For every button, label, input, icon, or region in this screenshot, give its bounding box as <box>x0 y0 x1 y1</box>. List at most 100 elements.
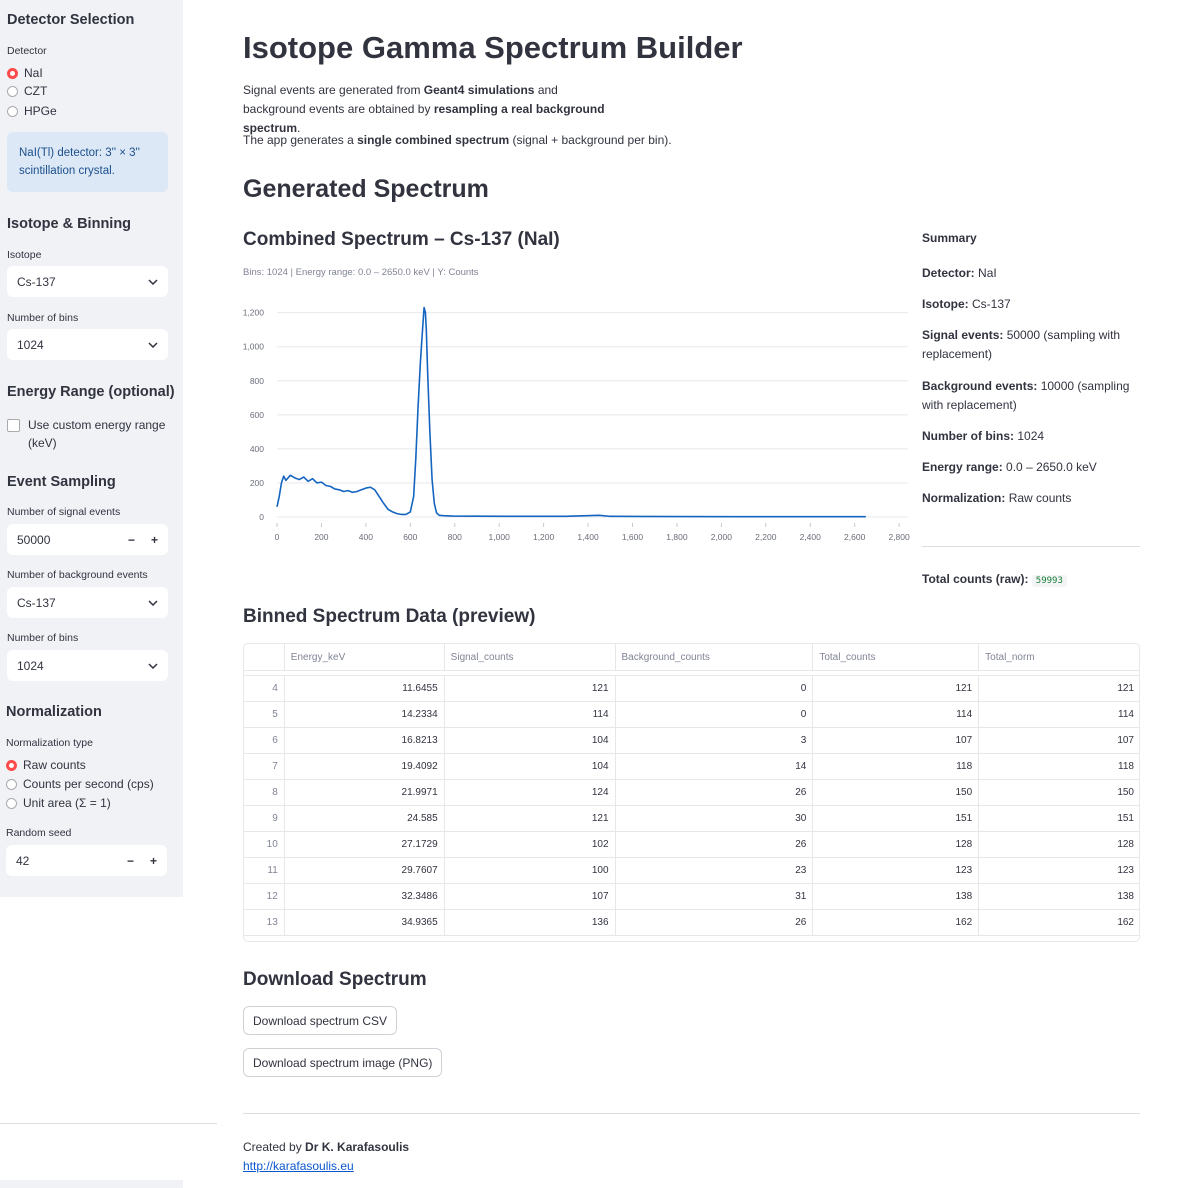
radio[interactable]: Unit area (Σ = 1) <box>6 796 111 810</box>
divider <box>243 1113 1140 1114</box>
radio[interactable]: CZT <box>7 84 47 98</box>
radio[interactable]: Counts per second (cps) <box>6 777 154 791</box>
data-row: 13 34.9365 136 26 162 162 <box>244 909 1139 936</box>
download-button[interactable]: Download spectrum image (PNG) <box>243 1048 443 1077</box>
cell: 118 <box>812 753 980 780</box>
header-cell: Signal_counts <box>444 644 616 671</box>
cell: 19.4092 <box>284 753 445 780</box>
intro: Signal events are generated from Geant4 … <box>243 81 663 138</box>
radio-dot <box>7 67 18 79</box>
summary-item: Signal events: 50000 (sampling with repl… <box>922 326 1140 364</box>
text: Signal events are generated from <box>243 83 424 97</box>
page-title: Isotope Gamma Spectrum Builder <box>243 30 743 65</box>
label: Number of signal events <box>7 506 121 518</box>
header-cell: Energy_keV <box>284 644 445 671</box>
text: (signal + background per bin). <box>509 133 672 147</box>
header-cell <box>244 644 285 671</box>
section-title: Energy Range (optional) <box>7 384 175 400</box>
label: Random seed <box>6 827 72 839</box>
select[interactable]: 1024 <box>7 650 168 681</box>
select-value: Cs-137 <box>17 595 56 610</box>
cell: 118 <box>978 753 1139 780</box>
input-value: 42 <box>16 853 30 868</box>
header-cell: Total_norm <box>978 644 1139 671</box>
radio-dot <box>7 85 18 97</box>
data-row: 4 11.6455 121 0 121 121 <box>244 675 1139 702</box>
label: Normalization type <box>6 737 93 749</box>
x-tick-label: 2,200 <box>755 532 777 542</box>
x-tick-label: 600 <box>403 532 417 542</box>
index-cell: 12 <box>244 883 285 910</box>
cell: 114 <box>812 701 980 728</box>
decrement[interactable]: − <box>126 853 134 868</box>
summary-value: 0.0 – 2650.0 keV <box>1006 460 1097 474</box>
index-cell: 5 <box>244 701 285 728</box>
text: . <box>297 121 301 135</box>
y-tick-label: 200 <box>250 478 264 488</box>
table-frame: Energy_keV Signal_counts Background_counts… <box>243 643 1140 942</box>
select[interactable]: 1024 <box>7 329 168 360</box>
radio-label: NaI <box>24 66 43 80</box>
text-bold: Geant4 simulations <box>423 83 535 97</box>
increment[interactable]: + <box>149 853 157 868</box>
cell: 114 <box>444 701 616 728</box>
cell: 162 <box>978 909 1139 936</box>
select-value: 1024 <box>17 658 44 673</box>
x-tick-label: 400 <box>359 532 373 542</box>
cell: 151 <box>812 805 980 832</box>
index-cell: 11 <box>244 857 285 884</box>
summary-item: Number of bins: 1024 <box>922 427 1140 446</box>
number-input[interactable]: 42 − + <box>6 845 167 876</box>
data-row: 8 21.9971 124 26 150 150 <box>244 779 1139 806</box>
cell: 14 <box>615 753 814 780</box>
radio-dot <box>6 759 17 771</box>
radio[interactable]: Raw counts <box>6 758 86 772</box>
radio-label: Raw counts <box>23 758 86 772</box>
note: The app generates a single combined spec… <box>243 131 672 150</box>
index-cell: 10 <box>244 831 285 858</box>
total-value: 59993 <box>1031 575 1067 587</box>
summary-label: Number of bins: <box>922 429 1014 443</box>
section-title: Detector Selection <box>7 12 135 28</box>
x-tick-label: 2,600 <box>844 532 866 542</box>
x-tick-label: 2,000 <box>711 532 733 542</box>
cell: 14.2334 <box>284 701 445 728</box>
select[interactable]: Cs-137 <box>7 266 168 297</box>
cell: 16.8213 <box>284 727 445 754</box>
cell: 26 <box>615 909 814 936</box>
cell: 102 <box>444 831 616 858</box>
divider <box>0 1123 217 1124</box>
summary-label: Energy range: <box>922 460 1003 474</box>
footer-link[interactable]: http://karafasoulis.eu <box>243 1159 354 1173</box>
number-input[interactable]: 50000 − + <box>7 524 168 555</box>
section-title: Generated Spectrum <box>243 175 489 203</box>
increment[interactable]: + <box>150 532 158 547</box>
cell: 138 <box>812 883 980 910</box>
cell: 150 <box>978 779 1139 806</box>
summary-item: Energy range: 0.0 – 2650.0 keV <box>922 458 1140 477</box>
label: Number of background events <box>7 569 148 581</box>
select-value: Cs-137 <box>17 274 56 289</box>
download-button[interactable]: Download spectrum CSV <box>243 1006 398 1035</box>
y-tick-label: 800 <box>250 376 264 386</box>
radio[interactable]: HPGe <box>7 104 57 118</box>
total-counts: Total counts (raw): 59993 <box>922 570 1140 591</box>
info-text: NaI(Tl) detector: 3'' × 3'' scintillatio… <box>19 147 140 177</box>
radio[interactable]: NaI <box>7 66 43 80</box>
radio-dot <box>6 778 17 790</box>
cell: 121 <box>444 675 616 702</box>
footer-credit: Created by Dr K. Karafasoulis <box>243 1140 409 1154</box>
header-row: Energy_keV Signal_counts Background_counts… <box>244 644 1139 671</box>
select[interactable]: Cs-137 <box>7 587 168 618</box>
cell: 0 <box>615 701 814 728</box>
data-row: 12 32.3486 107 31 138 138 <box>244 883 1139 910</box>
cell: 121 <box>444 805 616 832</box>
decrement[interactable]: − <box>127 532 135 547</box>
summary-item: Normalization: Raw counts <box>922 489 1140 508</box>
text: Created by <box>243 1140 306 1154</box>
x-tick-label: 2,800 <box>888 532 910 542</box>
label: Number of bins <box>7 632 79 644</box>
checkbox[interactable]: Use custom energy range (keV) <box>7 416 167 452</box>
checkbox-box <box>7 419 20 432</box>
